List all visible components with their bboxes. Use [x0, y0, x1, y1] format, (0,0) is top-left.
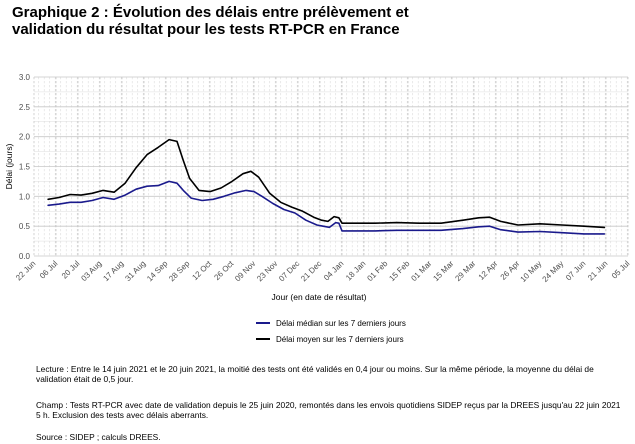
- chart-title: Graphique 2 : Évolution des délais entre…: [12, 4, 627, 38]
- scope-note: Champ : Tests RT-PCR avec date de valida…: [36, 400, 621, 420]
- chart-title-line-2: validation du résultat pour les tests RT…: [12, 21, 400, 38]
- x-tick-label: 23 Nov: [255, 259, 279, 283]
- y-tick-label: 1.5: [19, 163, 31, 172]
- x-tick-label: 14 Sep: [145, 259, 170, 284]
- x-tick-label: 26 Oct: [212, 259, 236, 283]
- y-tick-label: 0.0: [19, 252, 31, 261]
- legend-label: Délai médian sur les 7 derniers jours: [276, 319, 406, 328]
- y-axis-label: Délai (jours): [4, 143, 14, 189]
- median-delay-line: [47, 180, 606, 235]
- x-tick-label: 18 Jan: [344, 259, 367, 282]
- x-tick-label: 03 Aug: [79, 259, 103, 283]
- x-tick-label: 05 Jul: [610, 259, 632, 281]
- x-tick-label: 21 Dec: [299, 259, 323, 283]
- x-tick-label: 17 Aug: [101, 259, 125, 283]
- x-tick-label: 15 Feb: [387, 259, 411, 283]
- reading-note: Lecture : Entre le 14 juin 2021 et le 20…: [36, 364, 594, 384]
- x-tick-label: 12 Apr: [477, 259, 500, 282]
- chart-axes: 0.00.51.01.52.02.53.022 Jun 06 Jul 20 Jul0…: [4, 73, 632, 302]
- x-tick-label: 31 Aug: [123, 259, 147, 283]
- x-tick-label: 06 Jul: [38, 259, 60, 281]
- source-note: Source : SIDEP ; calculs DREES.: [36, 432, 161, 442]
- x-tick-label: 09 Nov: [233, 259, 257, 283]
- x-axis-label: Jour (en date de résultat): [272, 292, 367, 302]
- y-tick-label: 2.5: [19, 103, 31, 112]
- x-tick-label: 22 Jun: [14, 259, 37, 282]
- x-tick-label: 01 Mar: [409, 259, 433, 283]
- chart-legend: Délai médian sur les 7 derniers jours Dél…: [256, 319, 406, 344]
- x-tick-label: 10 May: [518, 259, 543, 284]
- x-tick-label: 15 Mar: [431, 259, 455, 283]
- y-tick-label: 0.5: [19, 222, 31, 231]
- x-tick-label: 21 Jun: [586, 259, 609, 282]
- legend-label: Délai moyen sur les 7 derniers jours: [276, 335, 404, 344]
- chart-grid: [33, 76, 629, 257]
- y-tick-label: 1.0: [19, 192, 31, 201]
- chart-series: [47, 138, 606, 235]
- x-tick-label: 20 Jul: [60, 259, 82, 281]
- chart-title-line-1: Graphique 2 : Évolution des délais entre…: [12, 4, 409, 21]
- x-tick-label: 24 May: [540, 259, 565, 284]
- x-tick-label: 07 Jun: [564, 259, 587, 282]
- x-tick-label: 12 Oct: [190, 259, 214, 283]
- mean-delay-line: [47, 138, 606, 229]
- x-tick-label: 28 Sep: [167, 259, 192, 284]
- x-tick-label: 29 Mar: [453, 259, 477, 283]
- y-tick-label: 3.0: [19, 73, 31, 82]
- x-tick-label: 04 Jan: [322, 259, 345, 282]
- y-tick-label: 2.0: [19, 133, 31, 142]
- line-chart: 0.00.51.01.52.02.53.022 Jun 06 Jul 20 Jul0…: [4, 73, 632, 344]
- x-tick-label: 01 Feb: [365, 259, 389, 283]
- x-tick-label: 07 Dec: [277, 259, 301, 283]
